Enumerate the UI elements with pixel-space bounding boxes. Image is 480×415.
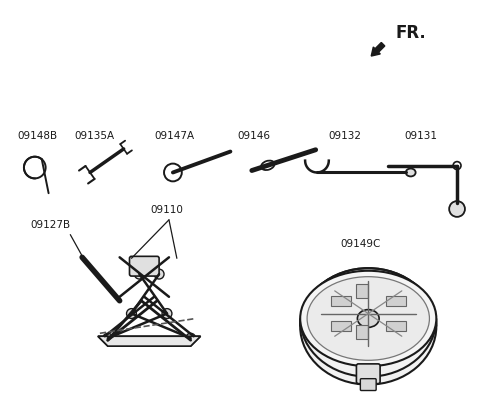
Text: 09149C: 09149C (341, 239, 381, 249)
Ellipse shape (406, 168, 416, 176)
FancyArrow shape (371, 42, 385, 56)
Ellipse shape (300, 268, 436, 385)
Bar (331, 296, 350, 306)
Circle shape (103, 333, 113, 343)
Circle shape (134, 269, 144, 279)
Text: 09127B: 09127B (31, 220, 71, 230)
Ellipse shape (261, 161, 275, 170)
Bar (331, 322, 350, 331)
Polygon shape (98, 336, 201, 346)
FancyBboxPatch shape (357, 364, 380, 383)
Ellipse shape (307, 277, 430, 360)
Bar (386, 296, 406, 306)
FancyBboxPatch shape (130, 256, 159, 276)
Text: 09146: 09146 (237, 131, 270, 141)
Text: 09132: 09132 (329, 131, 362, 141)
Text: 09147A: 09147A (154, 131, 194, 141)
Circle shape (453, 161, 461, 169)
Bar (386, 322, 406, 331)
Text: 09135A: 09135A (74, 131, 114, 141)
FancyBboxPatch shape (360, 378, 376, 391)
Bar (357, 284, 368, 298)
Circle shape (162, 309, 172, 318)
Text: 09131: 09131 (405, 131, 438, 141)
Bar (357, 325, 368, 339)
Polygon shape (98, 336, 201, 346)
Ellipse shape (300, 271, 436, 366)
Circle shape (127, 309, 136, 318)
Circle shape (186, 333, 196, 343)
Text: 09110: 09110 (151, 205, 183, 215)
Text: FR.: FR. (396, 24, 427, 42)
Circle shape (449, 201, 465, 217)
Circle shape (154, 269, 164, 279)
Text: 09148B: 09148B (17, 131, 57, 141)
Ellipse shape (358, 310, 379, 327)
